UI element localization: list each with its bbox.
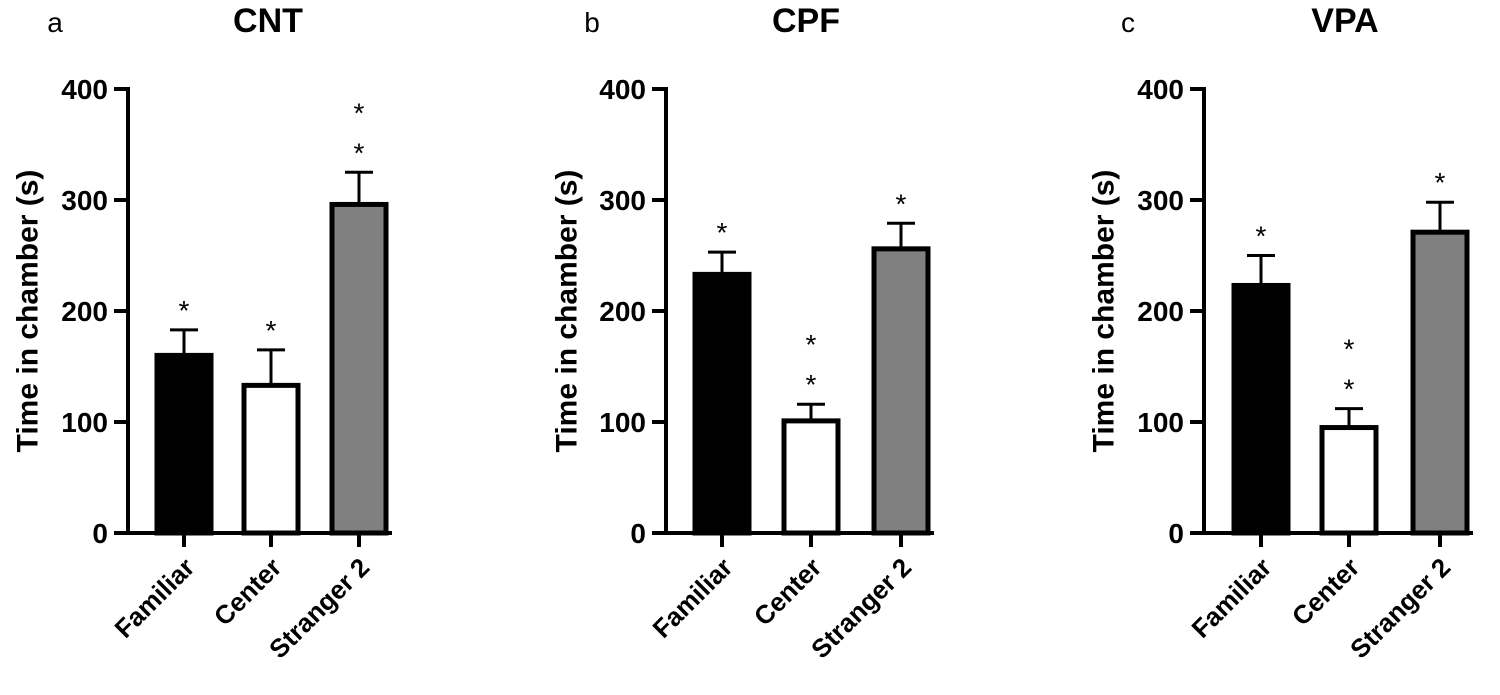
bar-stranger-2: [1410, 229, 1470, 536]
y-tick-label: 400: [61, 74, 108, 105]
y-tick-label: 300: [1137, 185, 1184, 216]
chart-title: CPF: [772, 2, 840, 40]
x-tick-label: Familiar: [109, 552, 201, 644]
y-axis-label: Time in chamber (s): [551, 170, 584, 453]
significance-marker: *: [179, 295, 190, 326]
y-tick-label: 0: [630, 518, 646, 549]
x-tick-label: Familiar: [647, 552, 739, 644]
significance-marker: *: [1344, 374, 1355, 405]
chart-panel-a: a CNT Time in chamber (s) 0 100 200 300 400 Fami…: [12, 2, 392, 664]
bar-familiar: [692, 271, 752, 536]
chart-panel-b: b CPF Time in chamber (s) 0 100 200 300 400 Fami…: [551, 2, 934, 664]
significance-marker: *: [806, 329, 817, 360]
y-tick-label: 200: [61, 296, 108, 327]
y-tick-label: 100: [599, 407, 646, 438]
bar-center: [1319, 425, 1379, 536]
significance-marker: *: [1344, 334, 1355, 365]
y-tick-label: 0: [92, 518, 108, 549]
bar-center: [781, 418, 841, 536]
y-tick-label: 400: [599, 74, 646, 105]
significance-marker: *: [354, 137, 365, 168]
x-tick-label: Center: [1286, 552, 1365, 631]
y-axis-label: Time in chamber (s): [1088, 170, 1121, 453]
bar-familiar: [154, 352, 214, 536]
x-tick-label: Center: [208, 552, 287, 631]
significance-marker: *: [896, 188, 907, 219]
y-tick-label: 200: [1137, 296, 1184, 327]
bar-familiar: [1231, 282, 1291, 536]
panel-letter: b: [584, 7, 600, 38]
chart-title: CNT: [233, 2, 303, 40]
y-tick-label: 0: [1168, 518, 1184, 549]
y-axis-label: Time in chamber (s): [12, 170, 45, 453]
x-tick-label: Center: [748, 552, 827, 631]
panel-letter: c: [1121, 7, 1135, 38]
bar-stranger-2: [871, 246, 931, 536]
chart-title: VPA: [1311, 2, 1378, 40]
significance-marker: *: [354, 97, 365, 128]
y-tick-label: 400: [1137, 74, 1184, 105]
y-tick-label: 300: [61, 185, 108, 216]
bar-center: [241, 382, 301, 536]
significance-marker: *: [717, 217, 728, 248]
y-tick-label: 300: [599, 185, 646, 216]
panel-letter: a: [47, 7, 63, 38]
y-tick-label: 100: [61, 407, 108, 438]
chart-panel-c: c VPA Time in chamber (s) 0 100 200 300 400 Fami…: [1088, 2, 1473, 664]
y-tick-label: 200: [599, 296, 646, 327]
x-tick-label: Familiar: [1186, 552, 1278, 644]
x-tick-label: Stranger 2: [1344, 552, 1456, 664]
y-tick-label: 100: [1137, 407, 1184, 438]
significance-marker: *: [1435, 167, 1446, 198]
significance-marker: *: [266, 315, 277, 346]
significance-marker: *: [1256, 221, 1267, 252]
bar-stranger-2: [329, 201, 389, 536]
significance-marker: *: [806, 369, 817, 400]
